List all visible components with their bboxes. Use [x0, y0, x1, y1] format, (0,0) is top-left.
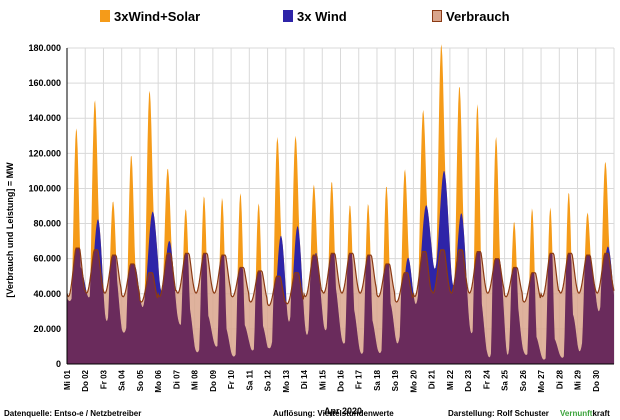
overlap-area — [67, 248, 614, 364]
x-tick-label: So 19 — [391, 369, 400, 391]
x-tick-label: Sa 25 — [501, 369, 510, 390]
y-tick-label: 20.000 — [33, 324, 61, 334]
y-tick-label: 120.000 — [28, 148, 61, 158]
plot-area — [66, 44, 615, 364]
x-tick-label: Sa 18 — [373, 369, 382, 390]
legend-swatch-verbrauch — [432, 10, 442, 22]
legend-label-wind-solar: 3xWind+Solar — [114, 8, 201, 24]
legend-item-verbrauch: Verbrauch — [432, 6, 510, 26]
legend-label-wind: 3x Wind — [297, 8, 347, 24]
y-tick-label: 80.000 — [33, 219, 61, 229]
footer-author: Darstellung: Rolf Schuster — [448, 409, 549, 418]
legend: 3xWind+Solar 3x Wind Verbrauch — [0, 6, 620, 26]
x-tick-label: Mi 15 — [318, 369, 327, 390]
brand-part-1: Vernunft — [560, 409, 593, 418]
x-tick-label: Do 30 — [592, 369, 601, 391]
legend-item-wind-solar: 3xWind+Solar — [100, 6, 200, 26]
legend-swatch-wind-solar — [100, 10, 110, 22]
y-tick-label: 140.000 — [28, 113, 61, 123]
legend-swatch-wind — [283, 10, 293, 22]
x-tick-label: Fr 03 — [99, 369, 108, 389]
y-tick-label: 180.000 — [28, 43, 61, 53]
x-tick-label: Mi 08 — [191, 369, 200, 390]
legend-label-verbrauch: Verbrauch — [446, 8, 510, 24]
x-tick-label: Do 09 — [209, 369, 218, 391]
x-tick-label: So 12 — [264, 369, 273, 391]
x-tick-label: Di 28 — [555, 369, 564, 389]
y-tick-label: 100.000 — [28, 183, 61, 193]
y-tick-label: 0 — [56, 359, 61, 369]
x-tick-label: So 26 — [519, 369, 528, 391]
x-tick-label: Mo 27 — [537, 369, 546, 392]
footer-source: Datenquelle: Entso-e / Netzbetreiber — [4, 409, 142, 418]
x-tick-label: Mo 20 — [409, 369, 418, 392]
x-tick-label: Fr 10 — [227, 369, 236, 389]
series-verbrauch-line — [66, 247, 615, 307]
legend-item-wind: 3x Wind — [283, 6, 347, 26]
x-tick-label: Mi 01 — [63, 369, 72, 390]
brand-part-2: kraft — [592, 409, 610, 418]
x-tick-label: Di 07 — [172, 369, 181, 389]
x-tick-label: Mo 13 — [282, 369, 291, 392]
x-axis-title: Apr 2020 — [324, 406, 362, 416]
y-axis-title: [Verbrauch und Leistung] = MW — [5, 162, 15, 298]
x-tick-label: Sa 04 — [118, 369, 127, 390]
x-tick-label: Mi 29 — [574, 369, 583, 390]
axes: 0 20.000 40.000 60.000 80.000 100.000 120.000 1… — [28, 43, 614, 393]
x-tick-label: So 05 — [136, 369, 145, 391]
footer-resolution: Auflösung: Viertelstundenwerte — [273, 409, 394, 418]
x-tick-label: Di 14 — [300, 369, 309, 389]
x-tick-label: Do 23 — [464, 369, 473, 391]
brand-logo: Vernunftkraft — [560, 409, 610, 418]
x-tick-label: Do 16 — [337, 369, 346, 391]
x-tick-label: Mi 22 — [446, 369, 455, 390]
x-tick-label: Fr 17 — [355, 369, 364, 389]
x-tick-label: Mo 06 — [154, 369, 163, 392]
y-tick-label: 60.000 — [33, 254, 61, 264]
y-tick-label: 160.000 — [28, 78, 61, 88]
x-tick-label: Do 02 — [81, 369, 90, 391]
x-tick-label: Fr 24 — [482, 369, 491, 389]
x-tick-label: Di 21 — [428, 369, 437, 389]
y-tick-label: 40.000 — [33, 289, 61, 299]
x-tick-label: Sa 11 — [245, 369, 254, 390]
